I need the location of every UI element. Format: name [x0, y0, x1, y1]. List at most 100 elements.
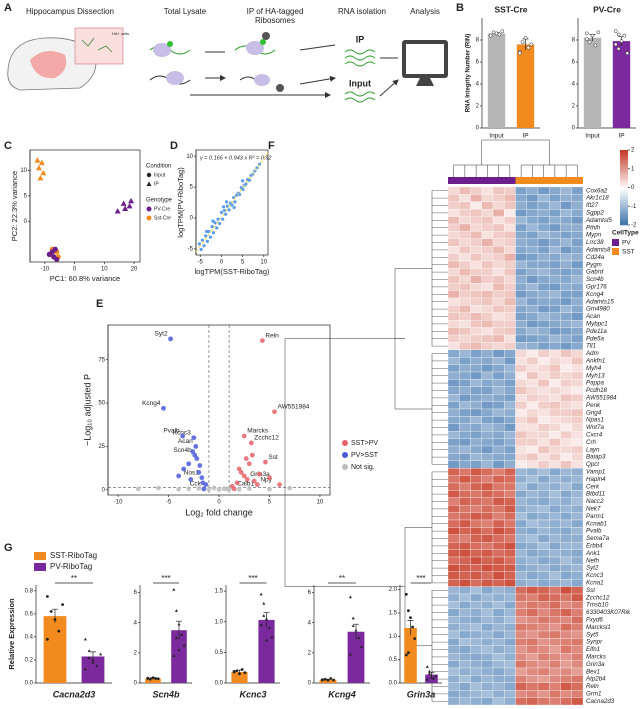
workflow-art: [7, 27, 448, 103]
heat-cell: [549, 630, 561, 639]
heat-cell: [504, 660, 516, 669]
heat-cell: [537, 438, 550, 447]
gene-label: Fxyd6: [586, 617, 603, 624]
heat-cell: [470, 445, 482, 454]
chart-title: Kcng4: [328, 689, 356, 699]
heat-cell: [504, 386, 516, 395]
heat-cell: [470, 231, 482, 239]
data-point: [61, 603, 64, 606]
heat-cell: [504, 423, 516, 432]
heat-cell: [481, 690, 494, 698]
gene-label: Btbd11: [586, 491, 605, 498]
x-tick-label: 20: [131, 267, 138, 273]
heat-cell: [515, 490, 527, 498]
heat-cell: [481, 616, 494, 624]
heat-cell: [549, 490, 561, 498]
heat-cell: [560, 534, 572, 543]
legend-swatch: [34, 563, 46, 571]
error-bar: [407, 620, 414, 636]
heat-cell: [504, 519, 516, 528]
heat-cell: [447, 690, 460, 698]
heat-cell: [470, 556, 482, 565]
scale-step: [620, 165, 628, 168]
heat-cell: [459, 453, 471, 461]
heat-cell: [447, 460, 460, 469]
volcano-point: [199, 475, 205, 481]
heat-cell: [481, 334, 494, 343]
significance: **: [339, 574, 345, 583]
heat-cell: [560, 238, 572, 247]
heat-cell: [515, 638, 527, 646]
gene-label: Acan: [178, 438, 193, 445]
heat-cell: [492, 556, 505, 565]
heat-cell: [526, 408, 539, 417]
heat-cell: [492, 416, 505, 424]
heat-cell: [526, 490, 539, 498]
heat-cell: [504, 475, 516, 484]
heat-cell: [447, 194, 460, 202]
heat-cell: [526, 542, 539, 550]
gene-label: Grm1: [586, 691, 601, 698]
heat-cell: [571, 660, 584, 669]
gene-label: Kcnab1: [586, 520, 607, 527]
heat-cell: [481, 653, 494, 661]
heat-cell: [537, 697, 550, 706]
heat-cell: [470, 290, 482, 299]
heat-cell: [447, 283, 460, 291]
heat-cell: [492, 667, 505, 676]
heat-cell: [481, 534, 494, 543]
heat-cell: [470, 549, 482, 558]
data-point: [590, 33, 595, 38]
y-axis-label: logTPM(PV-RiboTag): [176, 167, 185, 238]
heat-cell: [470, 571, 482, 580]
x-tick-label: IP: [618, 133, 624, 140]
heat-cell: [459, 364, 471, 373]
heat-cell: [447, 675, 460, 683]
legend-swatch: [34, 552, 46, 560]
y-tick-label: -5: [188, 246, 194, 252]
heat-cell: [504, 468, 516, 476]
heat-cell: [571, 386, 584, 395]
heat-cell: [470, 327, 482, 336]
heat-cell: [549, 690, 561, 698]
heat-cell: [470, 534, 482, 543]
gene-label: Pvalb: [586, 528, 602, 535]
y-tick-label: 10: [186, 154, 193, 160]
heat-cell: [515, 334, 527, 343]
heat-cell: [504, 186, 516, 195]
data-point: [427, 672, 431, 675]
heat-cell: [459, 283, 471, 291]
y-tick-label: 2: [134, 650, 138, 656]
heat-cell: [571, 556, 584, 565]
y-tick-label: 0.2: [25, 658, 34, 664]
legend-marker: [342, 464, 348, 470]
heat-cell: [470, 349, 482, 358]
y-tick-label: 5: [24, 193, 28, 199]
heat-cell: [447, 401, 460, 410]
heat-cell: [549, 527, 561, 535]
gene-label: Nacc2: [586, 498, 604, 505]
legend-marker: [342, 452, 348, 458]
heat-cell: [537, 667, 550, 676]
heat-cell: [492, 423, 505, 432]
heat-cell: [447, 586, 460, 595]
heat-cell: [526, 586, 539, 595]
heat-cell: [492, 660, 505, 669]
heat-cell: [492, 312, 505, 321]
heat-cell: [515, 460, 527, 469]
heat-cell: [470, 638, 482, 646]
heat-cell: [549, 357, 561, 365]
scale-step: [620, 205, 628, 208]
heat-cell: [470, 305, 482, 313]
heat-cell: [560, 223, 572, 232]
heat-cell: [470, 312, 482, 321]
heat-cell: [481, 564, 494, 572]
legend-label: PV-RiboTag: [50, 562, 92, 571]
heat-cell: [470, 453, 482, 461]
heat-cell: [537, 246, 550, 254]
heat-cell: [470, 630, 482, 639]
data-point: [172, 654, 176, 658]
heat-cell: [549, 445, 561, 454]
heat-cell: [492, 438, 505, 447]
